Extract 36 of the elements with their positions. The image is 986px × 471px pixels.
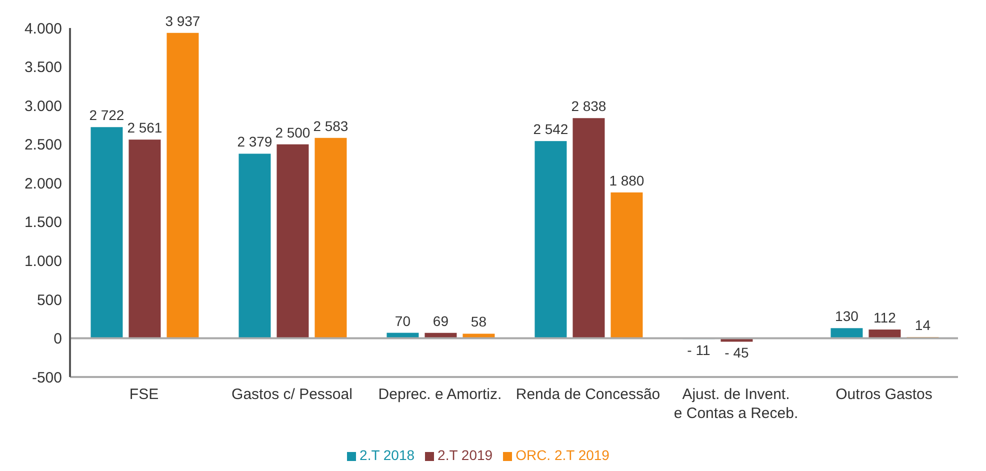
y-tick-label: 3.500: [24, 59, 62, 76]
data-label: 70: [394, 312, 411, 329]
x-tick-label: Outros Gastos: [836, 386, 932, 403]
x-tick-label: Deprec. e Amortiz.: [378, 386, 502, 403]
legend-label: ORC. 2.T 2019: [516, 447, 610, 463]
legend-label: 2.T 2019: [438, 447, 493, 463]
data-label: 1 880: [609, 172, 644, 188]
y-tick-label: 3.000: [24, 98, 62, 115]
data-label: 112: [874, 310, 896, 326]
data-label: 2 542: [533, 121, 568, 138]
data-label: - 45: [724, 344, 749, 361]
data-label: 3 937: [165, 12, 200, 29]
data-label: 2 561: [127, 120, 162, 136]
data-label: 2 583: [313, 118, 348, 134]
data-label: - 11: [687, 342, 710, 358]
data-label: 2 838: [571, 98, 606, 114]
y-tick-label: 500: [36, 292, 62, 309]
data-label: 2 722: [89, 107, 124, 124]
data-label: 2 500: [275, 124, 310, 140]
data-label: 130: [835, 308, 859, 324]
data-label: 14: [914, 317, 931, 334]
x-tick-label: Ajust. de Invent. e Contas a Receb.: [674, 386, 798, 422]
y-tick-label: 1.000: [24, 252, 62, 270]
y-tick-label: 0: [54, 330, 62, 348]
y-tick-label: 1.500: [24, 214, 62, 232]
y-tick-label: -500: [32, 369, 62, 386]
x-tick-label: Renda de Concessão: [516, 386, 660, 403]
legend-label: 2.T 2018: [360, 447, 415, 463]
y-tick-label: 4.000: [24, 20, 62, 38]
data-label: 69: [432, 312, 449, 329]
data-label: 58: [470, 314, 487, 330]
data-label: 2 379: [237, 134, 272, 150]
x-tick-label: FSE: [129, 386, 159, 403]
y-tick-label: 2.000: [24, 175, 62, 192]
y-tick-label: 2.500: [24, 136, 62, 154]
x-tick-label: Gastos c/ Pessoal: [232, 386, 352, 403]
